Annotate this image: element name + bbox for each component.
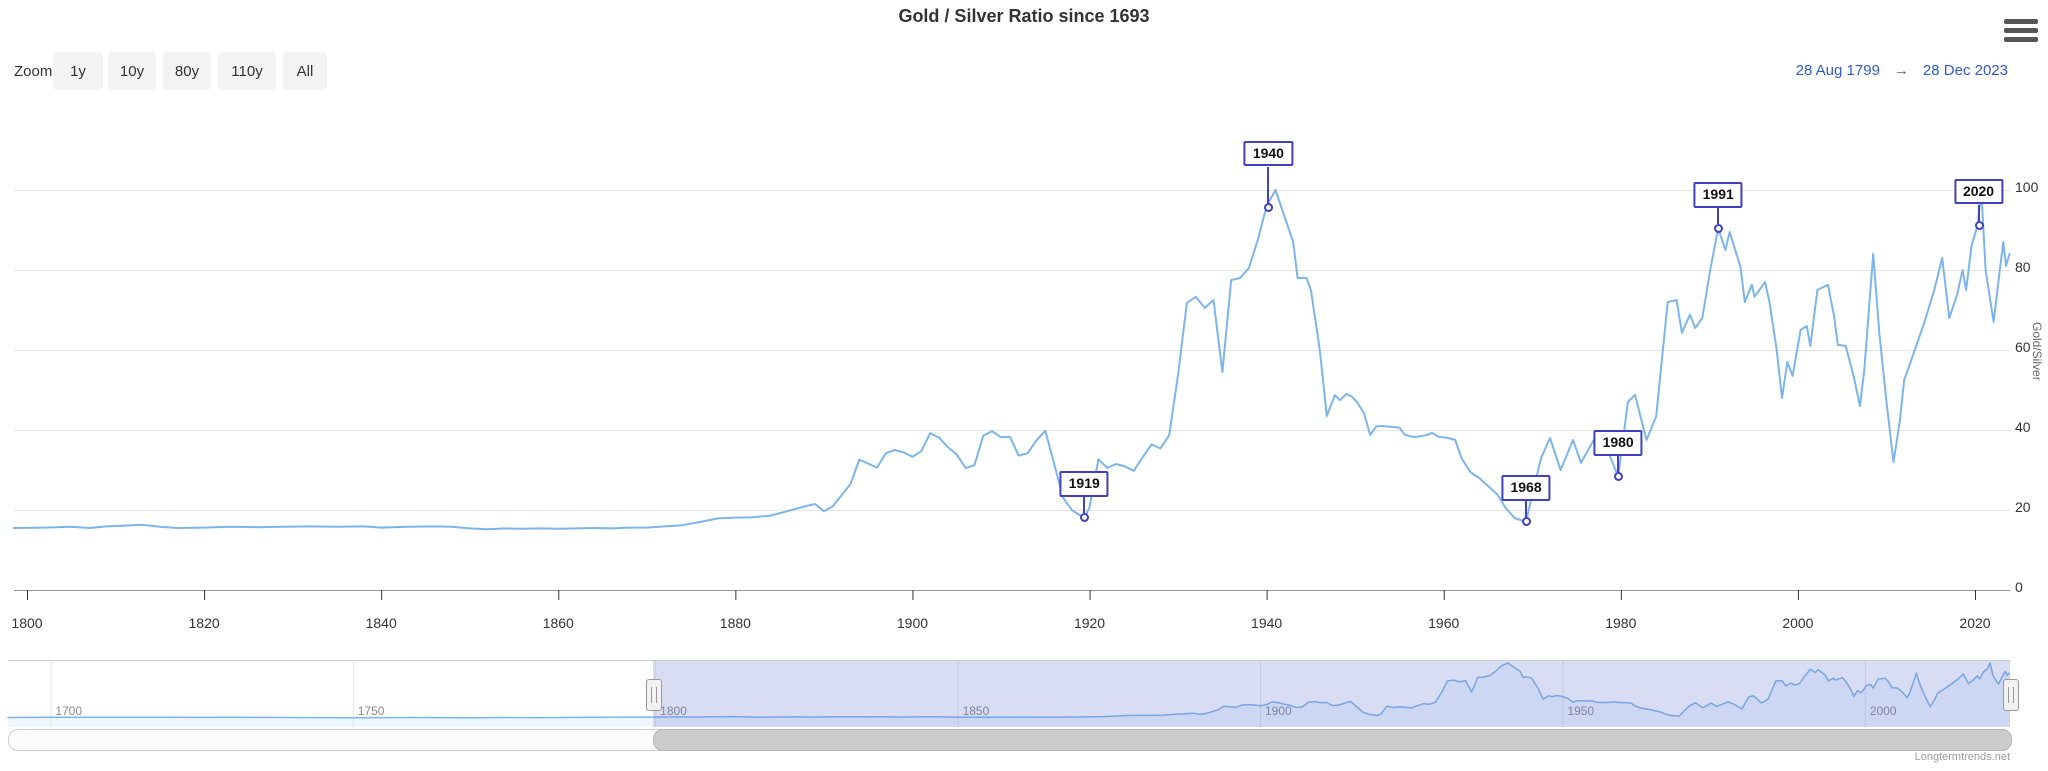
flag-annotation: 1919	[1059, 471, 1109, 497]
y-axis-label: 0	[2015, 579, 2023, 595]
watermark: Longtermtrends.net	[1914, 751, 2010, 763]
navigator-axis-label: 2000	[1869, 704, 1897, 718]
zoom-label: Zoom	[14, 63, 53, 80]
flag-stem	[1617, 456, 1620, 473]
navigator-axis-label: 1700	[55, 704, 83, 718]
y-axis-label: 80	[2015, 259, 2031, 275]
x-axis-label: 1820	[188, 615, 220, 631]
page-title: Gold / Silver Ratio since 1693	[898, 6, 1150, 26]
x-axis-label: 1840	[365, 615, 397, 631]
navigator-axis-label: 1950	[1567, 704, 1595, 718]
hamburger-icon	[2004, 37, 2038, 42]
menu-button[interactable]	[2004, 19, 2038, 45]
y-axis-title: Gold/Silver	[2030, 322, 2044, 381]
main-series-line	[12, 187, 2011, 531]
navigator-series-area	[8, 662, 2010, 727]
y-axis-label: 60	[2015, 339, 2031, 355]
zoom-button-1y[interactable]: 1y	[53, 52, 103, 90]
zoom-button-80y[interactable]: 80y	[163, 52, 211, 90]
navigator-axis-label: 1850	[962, 704, 990, 718]
zoom-button-10y[interactable]: 10y	[108, 52, 156, 90]
x-axis-label: 1920	[1073, 615, 1106, 631]
x-axis-label: 2000	[1782, 615, 1814, 631]
navigator-left-handle[interactable]	[646, 679, 663, 711]
zoom-button-110y[interactable]: 110y	[218, 52, 276, 90]
flag-stem	[1267, 166, 1270, 203]
navigator-axis-label: 1800	[660, 704, 687, 718]
y-axis-label: 40	[2015, 419, 2031, 435]
navigator-series-line	[7, 662, 2011, 719]
navigator-right-handle[interactable]	[2003, 679, 2019, 711]
navigator-selected-range[interactable]	[653, 661, 2010, 727]
x-axis-label: 1800	[11, 615, 43, 631]
navigator-axis-label: 1750	[357, 704, 385, 718]
navigator-axis-label: 1900	[1265, 704, 1292, 718]
hamburger-icon	[2004, 19, 2038, 24]
scrollbar-thumb[interactable]	[653, 729, 2012, 751]
flag-stem	[1083, 497, 1086, 514]
flag-annotation: 1940	[1243, 140, 1293, 167]
flag-anchor-dot	[1714, 224, 1724, 233]
flag-annotation: 1991	[1693, 182, 1743, 208]
flag-annotation: 1980	[1593, 430, 1643, 456]
flag-anchor-dot	[1080, 513, 1090, 523]
to-date-input[interactable]: 28 Dec 2023	[1922, 62, 2008, 79]
flag-annotation: 2020	[1953, 178, 2004, 205]
from-date-input[interactable]: 28 Aug 1799	[1795, 62, 1880, 79]
y-axis-label: 20	[2015, 499, 2031, 515]
x-axis-label: 1980	[1605, 615, 1637, 631]
flag-stem	[1525, 501, 1528, 518]
x-axis-label: 1880	[719, 615, 751, 631]
flag-stem	[1977, 204, 1980, 221]
zoom-button-all[interactable]: All	[283, 52, 327, 90]
flag-stem	[1717, 208, 1720, 224]
range-selector: Zoom 1y 10y 80y 110y All 28 Aug 1799 → 2…	[0, 52, 2048, 92]
flag-anchor-dot	[1614, 472, 1624, 482]
flag-annotation: 1968	[1501, 475, 1551, 501]
date-range-arrow-icon: →	[1893, 62, 1909, 79]
hamburger-icon	[2004, 28, 2038, 33]
x-axis-label: 1960	[1428, 615, 1460, 631]
y-axis-label: 100	[2015, 179, 2039, 195]
grip-icon	[2008, 687, 2014, 703]
x-axis-label: 1940	[1251, 615, 1283, 631]
flag-anchor-dot	[1974, 220, 1984, 230]
flag-anchor-dot	[1264, 202, 1274, 212]
x-axis-label: 1900	[896, 615, 929, 631]
date-range: 28 Aug 1799 → 28 Dec 2023	[1796, 62, 2008, 79]
x-axis-label: 1860	[542, 615, 574, 631]
flag-anchor-dot	[1522, 517, 1532, 527]
x-axis-label: 2020	[1959, 615, 1991, 631]
grip-icon	[651, 687, 658, 703]
